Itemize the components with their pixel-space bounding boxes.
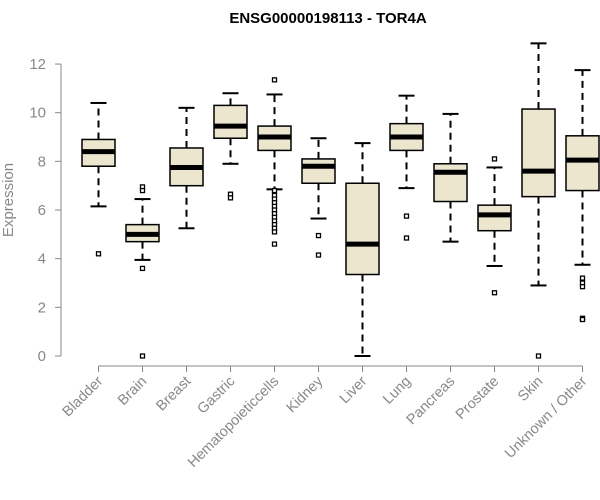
outlier-4-13 xyxy=(271,241,278,247)
y-tick-label-0: 0 xyxy=(38,348,46,365)
outlier-1-2 xyxy=(139,265,146,272)
box-group-7 xyxy=(389,94,424,241)
outlier-0-0 xyxy=(95,251,102,257)
x-axis: Bladder Brain Breast GastricHematopoieticce… xyxy=(60,365,590,471)
outlier-1-3 xyxy=(139,353,146,359)
x-tick-label-5: Kidney xyxy=(284,373,327,416)
y-tick-label-2: 4 xyxy=(38,251,46,268)
outlier-3-1 xyxy=(227,195,234,201)
outlier-1-1 xyxy=(139,187,146,194)
y-tick-label-4: 8 xyxy=(38,153,46,170)
box-9 xyxy=(477,204,512,232)
outlier-9-0 xyxy=(491,156,498,162)
box-group-6 xyxy=(345,142,380,357)
outlier-7-0 xyxy=(403,213,410,219)
box-group-8 xyxy=(433,112,468,243)
box-group-9 xyxy=(477,156,512,296)
outlier-10-0 xyxy=(535,353,542,359)
box-11 xyxy=(565,135,600,192)
outlier-11-0 xyxy=(579,275,586,281)
y-tick-label-6: 12 xyxy=(29,56,46,73)
y-tick-label-1: 2 xyxy=(38,299,46,316)
box-group-0 xyxy=(81,101,116,257)
outlier-5-1 xyxy=(315,252,322,258)
box-10 xyxy=(521,108,556,198)
x-tick-label-2: Breast xyxy=(153,374,194,415)
box-series xyxy=(81,42,600,359)
box-group-4 xyxy=(257,77,292,247)
outlier-11-2 xyxy=(579,284,586,290)
chart-title: ENSG00000198113 - TOR4A xyxy=(229,10,427,27)
box-3 xyxy=(213,104,248,139)
box-group-1 xyxy=(125,184,160,359)
y-axis-title: Expression xyxy=(0,163,17,237)
y-tick-label-3: 6 xyxy=(38,202,46,219)
box-group-3 xyxy=(213,92,248,201)
outlier-5-0 xyxy=(315,232,322,239)
x-tick-label-9: Prostate xyxy=(453,374,502,423)
outlier-4-1 xyxy=(271,187,278,194)
x-tick-label-7: Lung xyxy=(380,374,414,408)
box-8 xyxy=(433,163,468,203)
box-group-11 xyxy=(565,69,600,323)
box-group-2 xyxy=(169,106,204,230)
y-tick-label-5: 10 xyxy=(29,105,46,122)
box-group-5 xyxy=(301,137,336,258)
box-group-10 xyxy=(521,42,556,359)
x-tick-label-6: Liver xyxy=(337,373,371,407)
x-tick-label-8: Pancreas xyxy=(404,374,459,429)
x-tick-label-10: Skin xyxy=(515,374,546,405)
box-6 xyxy=(345,182,380,276)
box-5 xyxy=(301,158,336,185)
outlier-4-0 xyxy=(271,77,278,83)
x-tick-label-11: Unknown / Other xyxy=(502,373,590,461)
x-tick-label-3: Gastric xyxy=(195,374,239,418)
outlier-9-1 xyxy=(491,290,498,296)
outlier-11-4 xyxy=(579,316,586,323)
outlier-7-1 xyxy=(403,235,410,241)
x-tick-label-1: Brain xyxy=(115,374,150,409)
outlier-4-12 xyxy=(271,229,278,235)
y-axis: 0 2 4 6 8 10 12 xyxy=(29,56,62,365)
x-tick-label-0: Bladder xyxy=(60,373,107,420)
